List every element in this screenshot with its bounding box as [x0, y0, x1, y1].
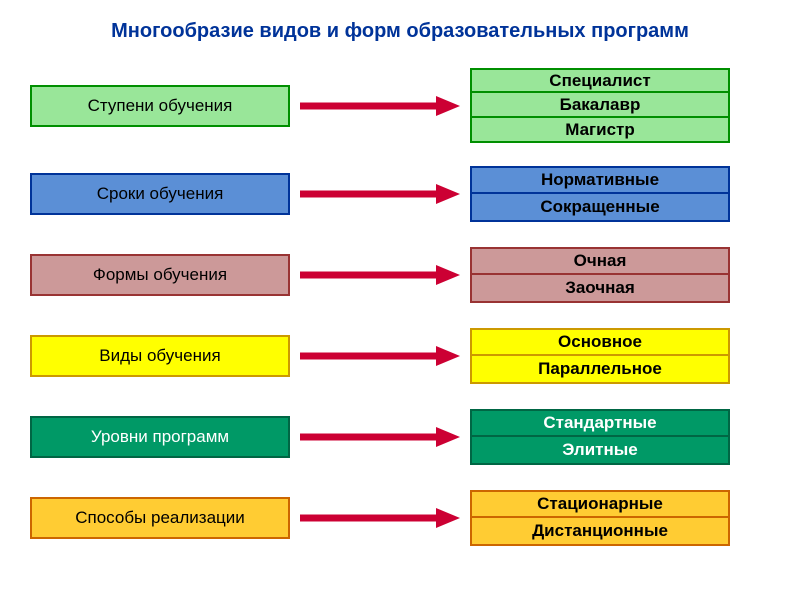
values-stack: ОчнаяЗаочная — [470, 247, 730, 303]
category-box: Виды обучения — [30, 335, 290, 377]
diagram-row: Формы обучения ОчнаяЗаочная — [30, 245, 770, 305]
diagram-row: Виды обучения ОсновноеПараллельное — [30, 326, 770, 386]
values-stack: СтандартныеЭлитные — [470, 409, 730, 465]
arrow-icon — [290, 508, 470, 528]
values-stack: СтационарныеДистанционные — [470, 490, 730, 546]
category-box: Способы реализации — [30, 497, 290, 539]
value-cell: Основное — [470, 328, 730, 356]
value-cell: Сокращенные — [470, 194, 730, 222]
diagram-row: Сроки обучения НормативныеСокращенные — [30, 164, 770, 224]
diagram-row: Способы реализации СтационарныеДистанцио… — [30, 488, 770, 548]
arrow-icon — [290, 96, 470, 116]
value-cell: Стандартные — [470, 409, 730, 437]
values-stack: СпециалистБакалаврМагистр — [470, 68, 730, 143]
value-cell: Магистр — [470, 118, 730, 143]
value-cell: Заочная — [470, 275, 730, 303]
diagram-row: Уровни программ СтандартныеЭлитные — [30, 407, 770, 467]
page-title: Многообразие видов и форм образовательны… — [30, 20, 770, 43]
arrow-icon — [290, 346, 470, 366]
category-box: Ступени обучения — [30, 85, 290, 127]
category-box: Сроки обучения — [30, 173, 290, 215]
value-cell: Дистанционные — [470, 518, 730, 546]
value-cell: Элитные — [470, 437, 730, 465]
value-cell: Стационарные — [470, 490, 730, 518]
value-cell: Бакалавр — [470, 93, 730, 118]
arrow-icon — [290, 184, 470, 204]
diagram-row: Ступени обучения СпециалистБакалаврМагис… — [30, 68, 770, 143]
values-stack: ОсновноеПараллельное — [470, 328, 730, 384]
value-cell: Очная — [470, 247, 730, 275]
value-cell: Нормативные — [470, 166, 730, 194]
diagram-rows: Ступени обучения СпециалистБакалаврМагис… — [30, 68, 770, 548]
values-stack: НормативныеСокращенные — [470, 166, 730, 222]
arrow-icon — [290, 265, 470, 285]
value-cell: Параллельное — [470, 356, 730, 384]
arrow-icon — [290, 427, 470, 447]
category-box: Уровни программ — [30, 416, 290, 458]
category-box: Формы обучения — [30, 254, 290, 296]
value-cell: Специалист — [470, 68, 730, 93]
